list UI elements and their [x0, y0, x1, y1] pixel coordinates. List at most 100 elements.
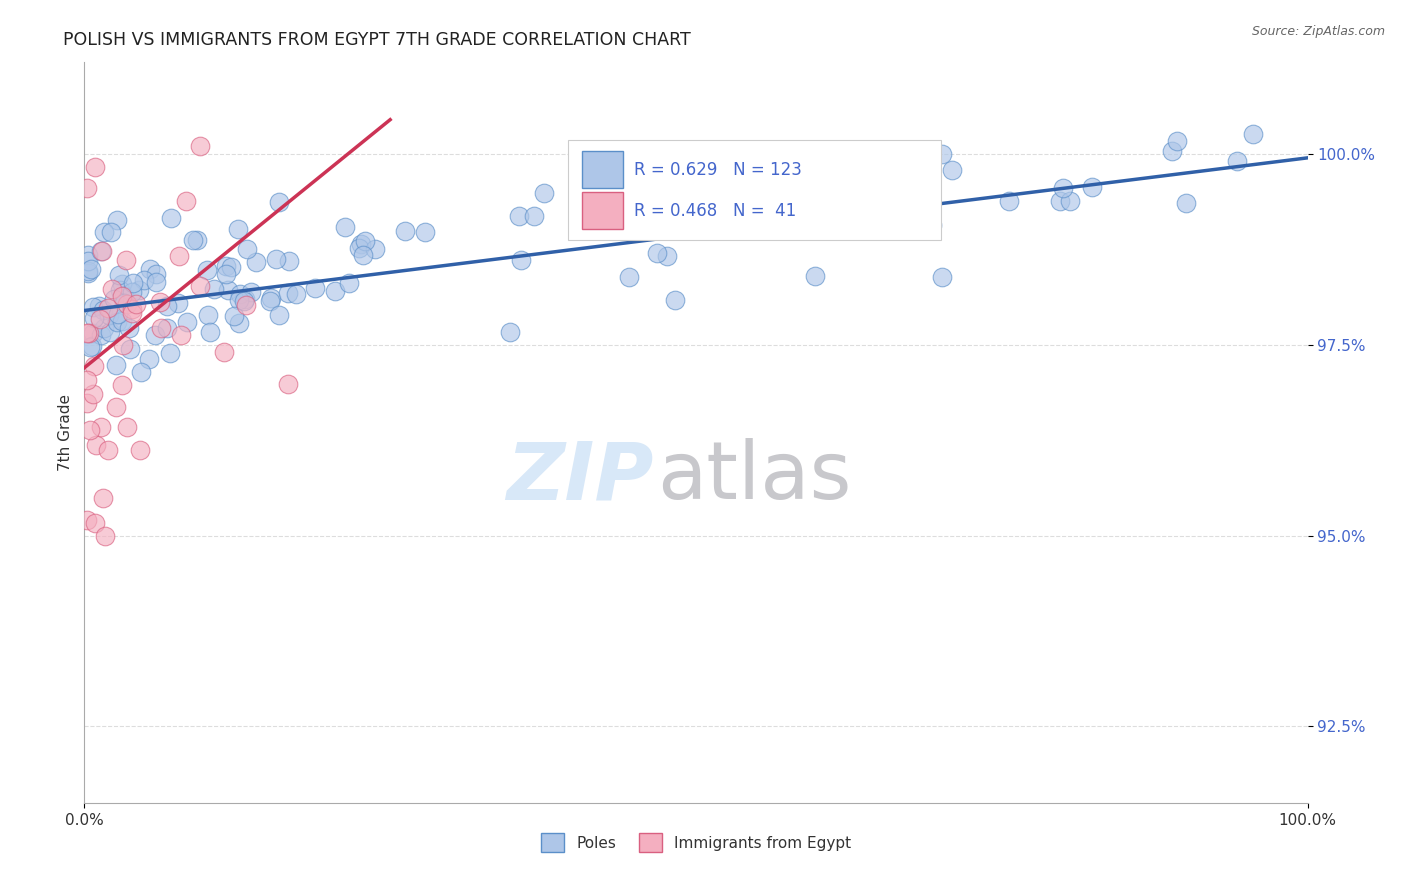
Point	[1174, 196, 1197, 211]
Point	[98, 309, 121, 323]
Point	[107, 307, 129, 321]
Point	[112, 296, 135, 310]
Point	[145, 267, 167, 281]
FancyBboxPatch shape	[582, 152, 623, 188]
Point	[156, 299, 179, 313]
Point	[167, 296, 190, 310]
Point	[159, 345, 181, 359]
Point	[93, 320, 115, 334]
Point	[77, 264, 100, 278]
Point	[139, 261, 162, 276]
Point	[110, 378, 132, 392]
Point	[111, 338, 134, 352]
Point	[235, 298, 257, 312]
Point	[156, 321, 179, 335]
Point	[111, 277, 134, 292]
Point	[90, 244, 112, 258]
Point	[103, 292, 125, 306]
Point	[217, 283, 239, 297]
Point	[228, 316, 250, 330]
Text: atlas: atlas	[657, 438, 851, 516]
Point	[229, 287, 252, 301]
Point	[145, 275, 167, 289]
Point	[278, 254, 301, 268]
Point	[105, 316, 128, 330]
Point	[104, 358, 127, 372]
Text: POLISH VS IMMIGRANTS FROM EGYPT 7TH GRADE CORRELATION CHART: POLISH VS IMMIGRANTS FROM EGYPT 7TH GRAD…	[63, 31, 690, 49]
Point	[100, 226, 122, 240]
Point	[413, 225, 436, 239]
Point	[89, 299, 111, 313]
Point	[236, 242, 259, 256]
Point	[110, 283, 132, 297]
Point	[277, 376, 299, 391]
Point	[277, 286, 299, 301]
Point	[111, 314, 134, 328]
Point	[181, 233, 204, 247]
Point	[614, 206, 637, 220]
Point	[499, 325, 522, 339]
Point	[76, 326, 98, 341]
Point	[801, 194, 824, 208]
Point	[170, 328, 193, 343]
Point	[86, 437, 108, 451]
Point	[188, 139, 211, 153]
Point	[1049, 194, 1071, 209]
Point	[259, 294, 281, 309]
Point	[202, 282, 225, 296]
Point	[128, 283, 150, 297]
Point	[77, 248, 100, 262]
Point	[617, 270, 640, 285]
Point	[100, 282, 122, 296]
Point	[121, 301, 143, 316]
Point	[150, 320, 173, 334]
Point	[510, 252, 533, 267]
Point	[121, 285, 143, 299]
Text: R = 0.468   N =  41: R = 0.468 N = 41	[634, 202, 796, 219]
Point	[269, 194, 291, 209]
Point	[941, 163, 963, 178]
Point	[931, 147, 953, 161]
Point	[214, 259, 236, 273]
Point	[83, 310, 105, 325]
Point	[1166, 134, 1188, 148]
Point	[128, 443, 150, 458]
Text: ZIP: ZIP	[506, 438, 654, 516]
Point	[186, 233, 208, 247]
Point	[129, 365, 152, 379]
Point	[79, 340, 101, 354]
Point	[245, 254, 267, 268]
Point	[533, 186, 555, 200]
Text: Source: ZipAtlas.com: Source: ZipAtlas.com	[1251, 25, 1385, 38]
Point	[347, 241, 370, 255]
Point	[121, 306, 143, 320]
Point	[212, 345, 235, 359]
Y-axis label: 7th Grade: 7th Grade	[58, 394, 73, 471]
Point	[111, 289, 134, 303]
Point	[198, 325, 221, 339]
Point	[508, 209, 530, 223]
Point	[89, 312, 111, 326]
Point	[304, 281, 326, 295]
Point	[889, 177, 911, 191]
Point	[814, 195, 837, 210]
Point	[84, 516, 107, 531]
Point	[76, 373, 98, 387]
Point	[645, 246, 668, 260]
Point	[104, 401, 127, 415]
Point	[125, 297, 148, 311]
Point	[648, 212, 671, 227]
Point	[323, 284, 346, 298]
Point	[91, 302, 114, 317]
Point	[90, 327, 112, 342]
Point	[76, 513, 98, 527]
Point	[349, 237, 371, 252]
Point	[240, 285, 263, 299]
Point	[523, 209, 546, 223]
Point	[352, 248, 374, 262]
Point	[915, 181, 938, 195]
Point	[233, 292, 256, 306]
Point	[83, 359, 105, 373]
Point	[90, 420, 112, 434]
Point	[768, 173, 790, 187]
